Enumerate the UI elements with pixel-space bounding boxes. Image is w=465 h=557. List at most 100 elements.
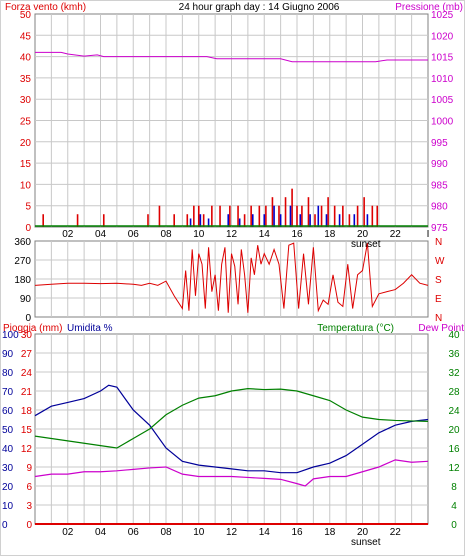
compass-label: W [435,256,445,267]
pressure-tick-label: 980 [431,202,448,213]
wind-bar-secondary [263,214,266,227]
wind-bar [348,214,351,227]
hour-tick-label: 10 [193,229,205,240]
wind-bar [296,205,298,227]
direction-tick-label: 0 [25,313,31,324]
hour-tick-label: 20 [357,527,369,538]
humidity-tick-label: 20 [2,482,14,493]
sunset-label: sunset [351,537,381,548]
wind-bar [76,214,79,227]
wind-bar [258,205,261,227]
compass-label: S [435,275,442,286]
temperature-tick-label: 16 [448,444,460,455]
wind-bar [363,197,365,227]
hour-tick-label: 10 [193,527,205,538]
pressure-tick-label: 995 [431,138,448,149]
hour-tick-label: 12 [226,229,238,240]
rain-tick-label: 0 [26,520,32,531]
humidity-axis-title: Umidita % [67,323,113,334]
direction-tick-label: 180 [14,275,31,286]
hour-tick-label: 12 [226,527,238,538]
wind-bar-secondary [289,205,292,227]
wind-bar [219,205,221,227]
humidity-tick-label: 80 [2,368,14,379]
pressure-tick-label: 990 [431,159,448,170]
temperature-tick-label: 0 [451,520,457,531]
pressure-tick-label: 1025 [431,10,454,21]
rain-tick-label: 9 [26,463,32,474]
wind-tick-label: 20 [20,138,32,149]
humidity-series-line [34,384,429,474]
hour-tick-label: I [427,229,430,240]
humidity-tick-label: 10 [2,501,14,512]
temperature-tick-label: 32 [448,368,460,379]
dewpoint-series-line [34,459,429,487]
hour-tick-label: 14 [259,229,271,240]
wind-bar-secondary [227,214,230,227]
compass-label: N [435,237,442,248]
wind-bar [284,197,287,227]
wind-bar [42,214,44,227]
hour-tick-label: 14 [259,527,271,538]
humidity-tick-label: 0 [2,520,8,531]
hour-tick-label: 18 [324,527,336,538]
hour-tick-label: 16 [291,527,303,538]
wind-tick-label: 5 [25,202,31,213]
wind-bar-secondary [366,214,369,227]
rain-tick-label: 6 [26,482,32,493]
wind-bar [173,214,175,227]
wind-bar [102,214,105,227]
wind-bar [356,205,359,227]
wind-bar [314,214,316,227]
rain-tick-label: 21 [21,387,33,398]
temperature-tick-label: 28 [448,387,460,398]
temperature-series-line [34,388,429,449]
temperature-tick-label: 36 [448,349,460,360]
humidity-tick-label: 60 [2,406,14,417]
wind-bar-secondary [353,214,356,227]
hour-tick-label: 18 [324,229,336,240]
humidity-tick-label: 70 [2,387,14,398]
temperature-tick-label: 40 [448,330,460,341]
wind-bar-secondary [338,214,341,227]
rain-tick-label: 3 [26,501,32,512]
wind-bar [193,205,195,227]
wind-bar-secondary [317,205,320,227]
wind-bar [342,205,344,227]
sunset-label: sunset [351,239,381,250]
temperature-tick-label: 12 [448,463,460,474]
wind-tick-label: 45 [20,31,32,42]
wind-bar-secondary [199,214,202,227]
wind-bar [333,205,336,227]
wind-bar [291,188,293,227]
wind-tick-label: 40 [20,53,32,64]
direction-tick-label: 270 [14,256,31,267]
wind-bar [376,205,379,227]
wind-bar [197,205,200,227]
wind-tick-label: 10 [20,180,32,191]
wind-bar [307,197,310,227]
wind-bar-secondary [279,214,282,227]
wind-bar-secondary [189,218,192,227]
wind-bar [202,214,205,227]
hour-tick-label: 02 [62,229,74,240]
wind-bar [237,205,239,227]
rain-tick-label: 12 [21,444,33,455]
hour-tick-label: 04 [95,527,107,538]
wind-bar [243,214,246,227]
wind-bar [327,197,329,227]
wind-bar-secondary [309,214,311,227]
direction-tick-label: 90 [20,294,32,305]
humidity-tick-label: 50 [2,425,14,436]
wind-bar [229,205,231,227]
dewpoint-axis-title: Dew Point [418,323,464,334]
pressure-tick-label: 1005 [431,95,454,106]
wind-bar-secondary [325,214,328,227]
pressure-tick-label: 1020 [431,31,454,42]
humidity-tick-label: 40 [2,444,14,455]
humidity-tick-label: 90 [2,349,14,360]
humidity-tick-label: 30 [2,463,14,474]
rain-axis-title: Pioggia (mm) [3,323,62,334]
rain-tick-label: 30 [21,330,33,341]
